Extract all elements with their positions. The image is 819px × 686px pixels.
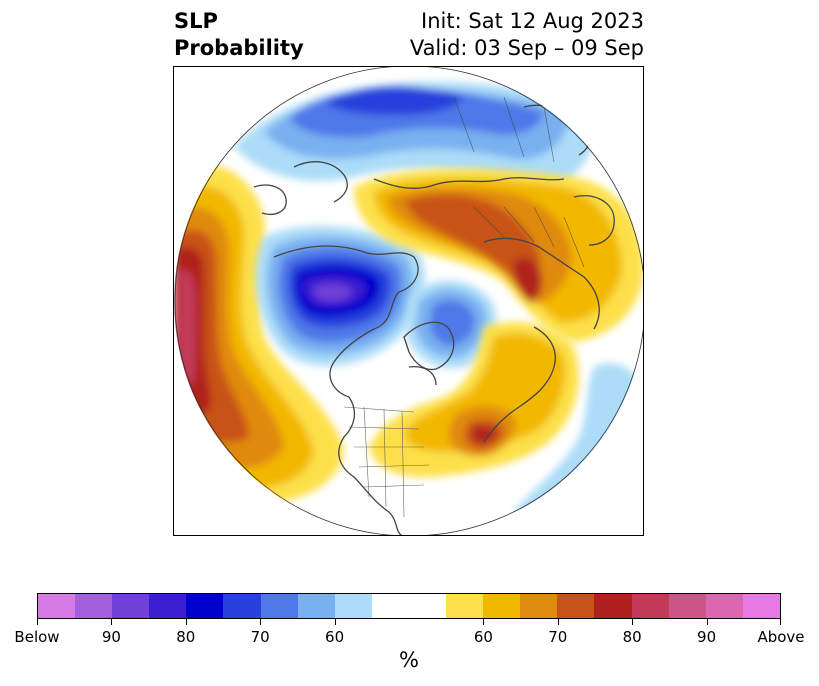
colorbar-segment — [520, 594, 558, 618]
colorbar-segment — [705, 594, 743, 618]
map-boundary — [174, 67, 643, 535]
colorbar-tick-label: 70 — [548, 628, 568, 646]
warm-anomaly-asia — [354, 168, 643, 342]
colorbar-tick — [111, 619, 113, 625]
colorbar-tick-label: 60 — [325, 628, 345, 646]
warm-anomaly-atlantic — [369, 322, 579, 478]
colorbar-tick-label: 80 — [176, 628, 196, 646]
colorbar-segment — [112, 594, 150, 618]
blue-anomaly-center — [255, 226, 425, 366]
colorbar-segment — [594, 594, 632, 618]
colorbar-tick-label: 70 — [250, 628, 270, 646]
init-date: Init: Sat 12 Aug 2023 — [421, 9, 644, 33]
colorbar-tick — [37, 619, 38, 625]
colorbar-segment — [75, 594, 113, 618]
title-variable: Probability — [174, 36, 304, 60]
colorbar-unit: % — [399, 648, 419, 672]
colorbar-segment — [186, 594, 224, 618]
colorbar-tick — [185, 619, 187, 625]
map-panel — [173, 66, 644, 536]
colorbar-tick — [632, 619, 634, 625]
colorbar-segment — [149, 594, 187, 618]
colorbar-tick-label: Above — [757, 628, 805, 646]
colorbar-segment — [260, 594, 298, 618]
blue-anomaly-pole — [406, 280, 497, 368]
colorbar-ticks — [37, 619, 781, 627]
valid-range: Valid: 03 Sep – 09 Sep — [409, 36, 644, 60]
colorbar-segment — [631, 594, 669, 618]
colorbar-segment — [742, 594, 780, 618]
colorbar-segment — [334, 594, 372, 618]
blue-anomaly-europe — [514, 363, 643, 521]
north-pole-map — [174, 67, 643, 535]
colorbar-tick — [483, 619, 485, 625]
colorbar-segment — [408, 594, 447, 618]
blue-anomaly-top — [234, 81, 597, 187]
colorbar-segment — [668, 594, 706, 618]
colorbar-tick — [780, 619, 781, 625]
colorbar-tick-label: 60 — [473, 628, 493, 646]
coastlines — [253, 104, 615, 535]
colorbar-segment — [483, 594, 521, 618]
colorbar-tick — [260, 619, 262, 625]
title-field: SLP — [174, 9, 218, 33]
colorbar-tick — [557, 619, 559, 625]
colorbar-tick — [334, 619, 336, 625]
colorbar-tick-label: Below — [14, 628, 60, 646]
colorbar-tick — [706, 619, 708, 625]
colorbar-segment — [297, 594, 335, 618]
colorbar-tick-label: 90 — [697, 628, 717, 646]
map-title-left: SLP Probability — [174, 8, 304, 62]
colorbar-tick-label: 90 — [101, 628, 121, 646]
colorbar-segment — [38, 594, 76, 618]
colorbar-segment — [223, 594, 261, 618]
borders — [343, 96, 585, 518]
colorbar — [37, 593, 781, 619]
colorbar-segment — [446, 594, 484, 618]
colorbar-tick-label: 80 — [622, 628, 642, 646]
map-title-right: Init: Sat 12 Aug 2023 Valid: 03 Sep – 09… — [410, 8, 644, 62]
warm-anomaly-west — [174, 164, 344, 507]
colorbar-segment — [557, 594, 595, 618]
colorbar-segment — [371, 594, 409, 618]
